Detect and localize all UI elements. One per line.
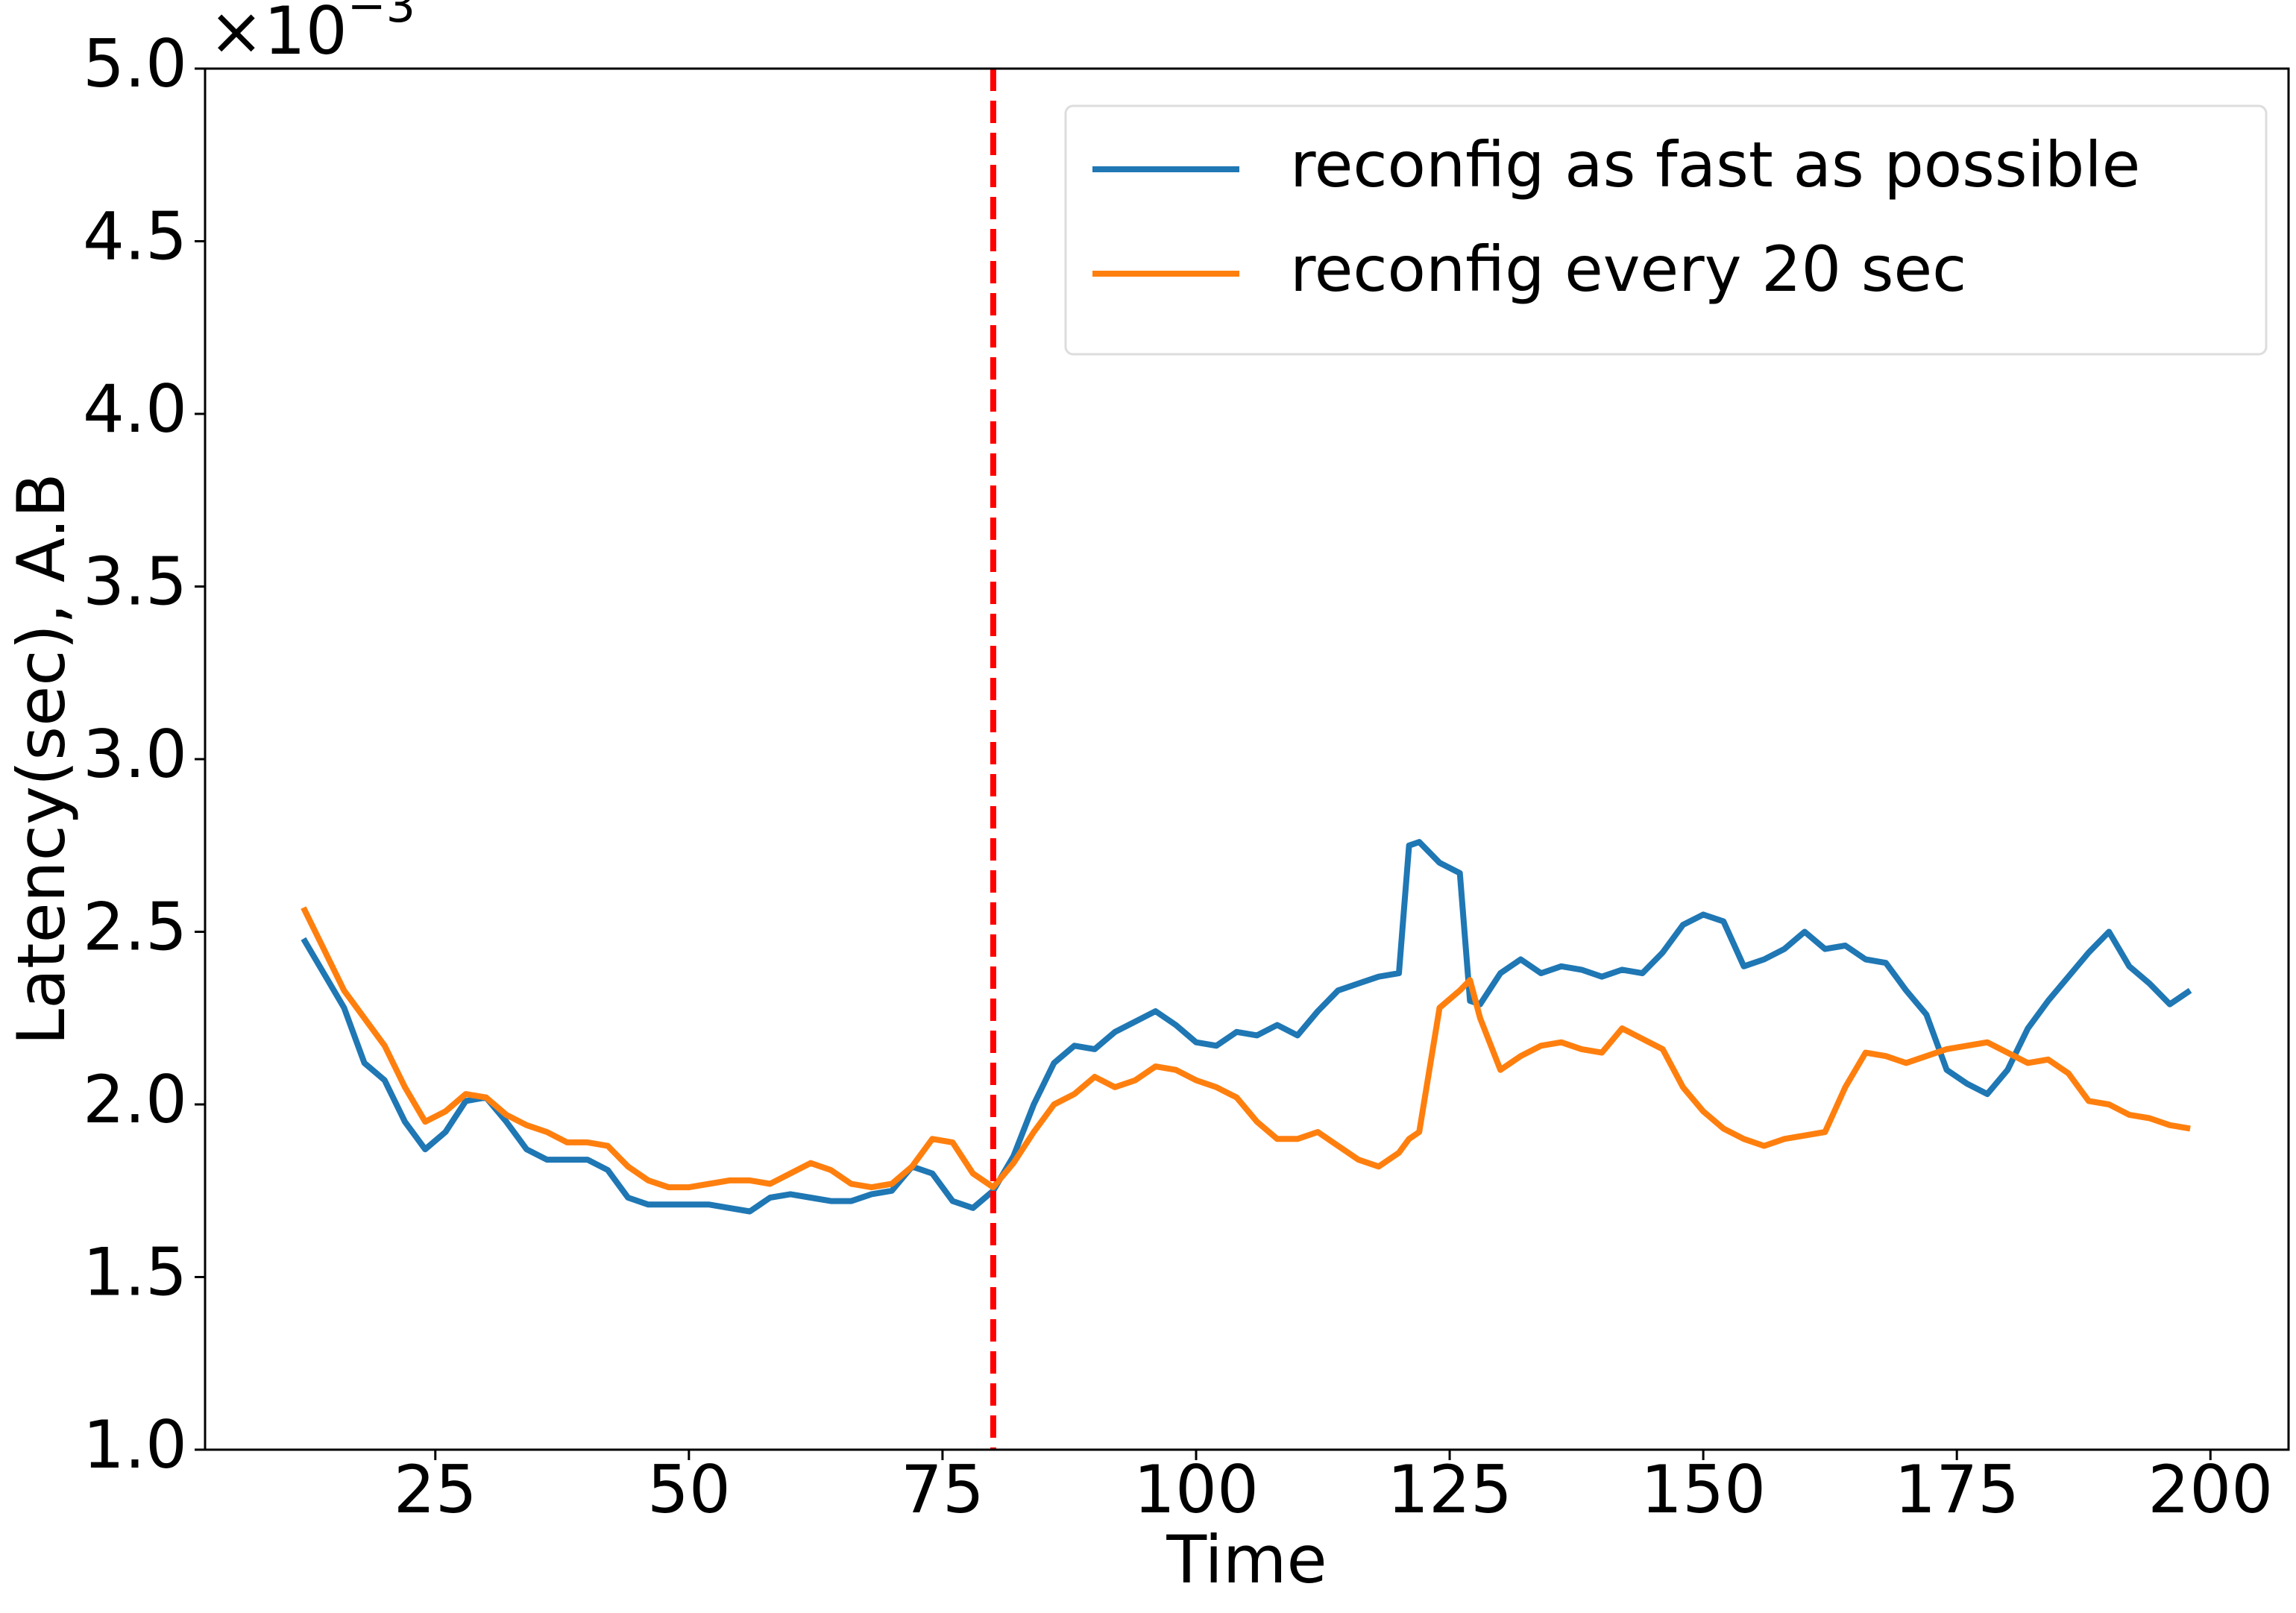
y-tick-label: 2.5 [83, 888, 187, 965]
y-tick-label: 3.0 [83, 716, 187, 793]
x-tick-label: 125 [1387, 1451, 1512, 1528]
x-tick-label: 200 [2148, 1451, 2273, 1528]
y-offset-exponent: −3 [347, 0, 415, 33]
plot-frame [204, 67, 2290, 1451]
series-line [301, 839, 2192, 1215]
y-tick-label: 5.0 [83, 25, 187, 102]
legend: reconfig as fast as possible reconfig eve… [1064, 104, 2268, 356]
x-tick-label: 25 [394, 1451, 477, 1528]
y-tick-label: 3.5 [83, 543, 187, 620]
y-tick-label: 4.5 [83, 198, 187, 274]
y-tick-label: 1.5 [83, 1233, 187, 1310]
x-axis-label: Time [1166, 1521, 1327, 1598]
y-offset-base: ×10 [209, 0, 347, 69]
legend-label: reconfig as fast as possible [1290, 128, 2140, 201]
y-tick-label: 4.0 [83, 371, 187, 447]
x-tick-label: 150 [1641, 1451, 1766, 1528]
x-tick-label: 50 [647, 1451, 731, 1528]
x-tick-label: 175 [1894, 1451, 2019, 1528]
y-axis-label: Latency(sec), A.B [3, 473, 80, 1046]
y-tick-label: 2.0 [83, 1061, 187, 1138]
x-tick-label: 75 [901, 1451, 984, 1528]
y-offset-label: ×10−3 [209, 0, 415, 69]
series-line [301, 906, 2191, 1191]
legend-box [1064, 104, 2268, 356]
x-tick-label: 100 [1133, 1451, 1259, 1528]
y-tick-label: 1.0 [83, 1406, 187, 1483]
legend-label: reconfig every 20 sec [1290, 233, 1966, 306]
